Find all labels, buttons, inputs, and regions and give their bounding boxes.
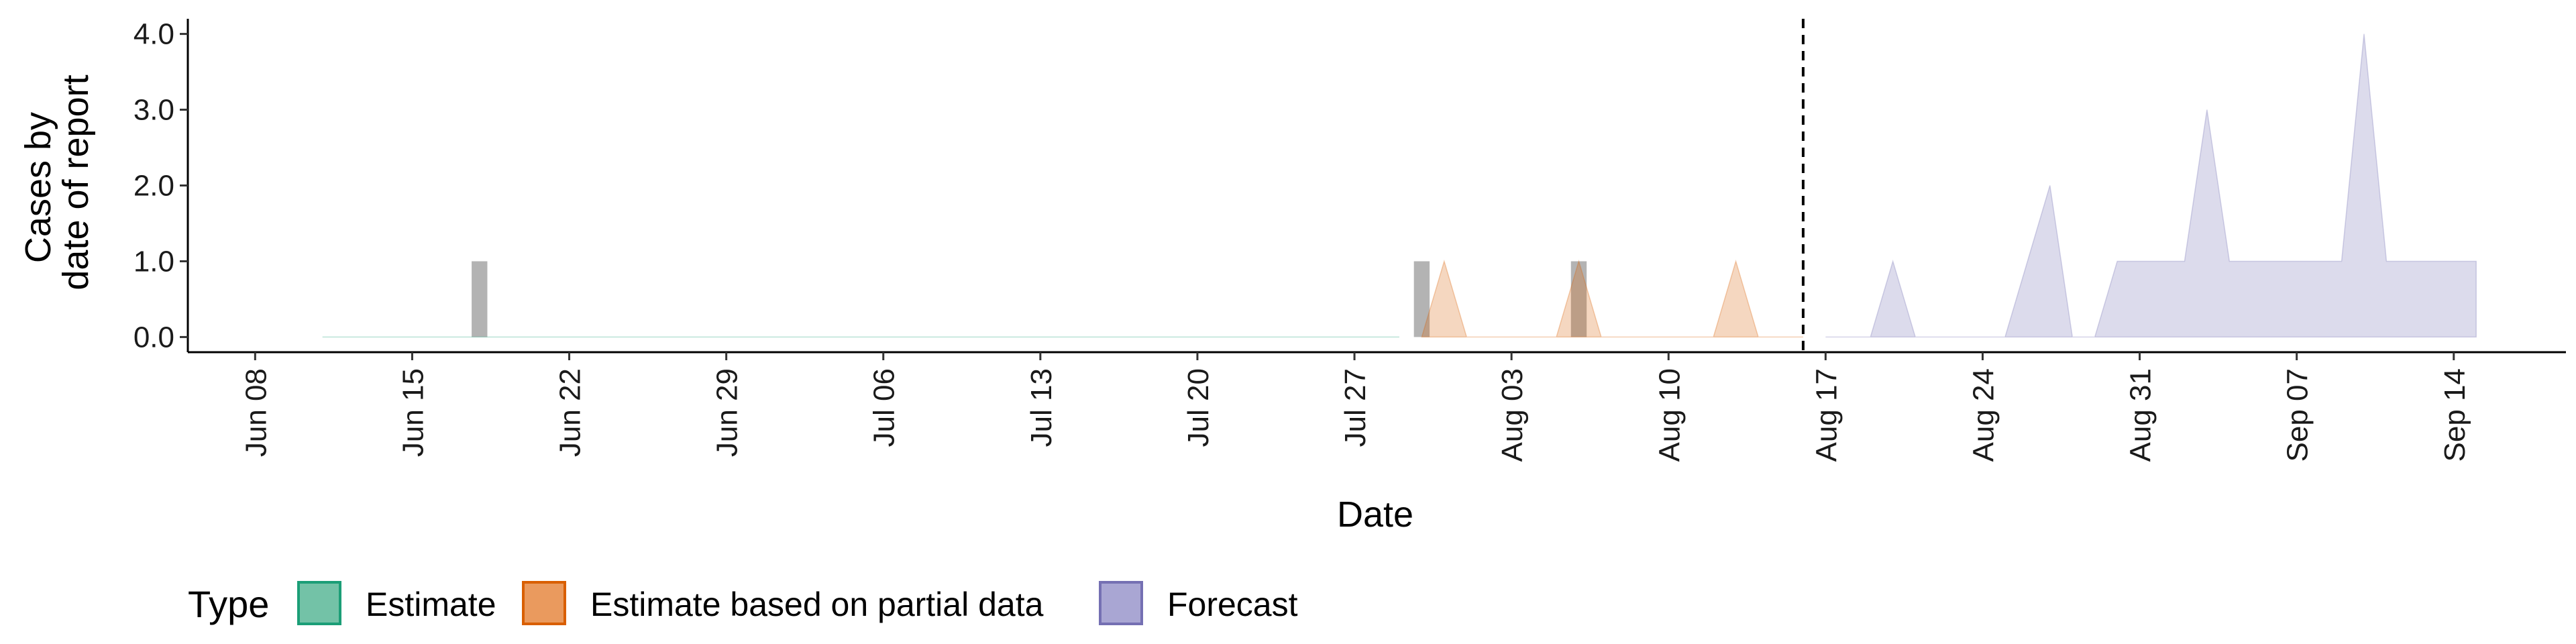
legend-title: Type — [188, 583, 269, 625]
x-tick-label: Aug 31 — [2125, 368, 2157, 462]
y-axis-title: Cases by date of report — [18, 74, 96, 290]
x-tick-label: Jun 15 — [396, 368, 429, 457]
legend-label-3: Forecast — [1167, 586, 1298, 623]
legend: Type Estimate Estimate based on partial d… — [188, 581, 1298, 625]
x-tick-label: Aug 10 — [1653, 368, 1686, 462]
x-tick-label: Aug 24 — [1967, 368, 2000, 462]
y-tick-label: 3.0 — [133, 94, 174, 127]
y-axis-title-line-2: date of report — [56, 74, 96, 290]
y-tick-label: 4.0 — [133, 18, 174, 51]
observed-case-bar-1 — [472, 261, 488, 337]
chart-marks — [322, 19, 2477, 352]
legend-swatch-2 — [522, 581, 566, 625]
series-area-estimate-based-on-partial-data — [1421, 259, 1803, 338]
x-tick-label: Jul 13 — [1025, 368, 1058, 447]
x-tick-label: Jul 20 — [1182, 368, 1215, 447]
x-tick-label: Aug 17 — [1810, 368, 1843, 462]
x-tick-label: Jul 27 — [1339, 368, 1372, 447]
legend-swatch-3 — [1099, 581, 1143, 625]
y-tick-label: 1.0 — [133, 245, 174, 278]
observed-case-bar-2 — [1413, 261, 1430, 337]
x-tick-label: Jul 06 — [868, 368, 901, 447]
legend-swatch-1 — [297, 581, 341, 625]
x-tick-label: Jun 22 — [554, 368, 587, 457]
x-tick-label: Jun 29 — [711, 368, 744, 457]
legend-label-1: Estimate — [366, 586, 496, 623]
y-tick-label: 2.0 — [133, 170, 174, 203]
series-area-forecast — [1825, 34, 2477, 338]
axes: 0.0 1.0 2.0 3.0 4.0 Jun 08 Jun 15 Jun 22 Jun 29 J… — [133, 18, 2566, 462]
x-tick-label: Sep 14 — [2438, 368, 2471, 462]
observed-case-bar-3 — [1570, 261, 1587, 337]
legend-label-2: Estimate based on partial data — [590, 586, 1044, 623]
x-tick-label: Jun 08 — [239, 368, 272, 457]
x-tick-label: Sep 07 — [2282, 368, 2314, 462]
y-tick-label: 0.0 — [133, 321, 174, 354]
x-tick-label: Aug 03 — [1496, 368, 1529, 462]
x-axis-title: Date — [1337, 494, 1413, 535]
y-axis-title-line-1: Cases by — [18, 112, 58, 263]
